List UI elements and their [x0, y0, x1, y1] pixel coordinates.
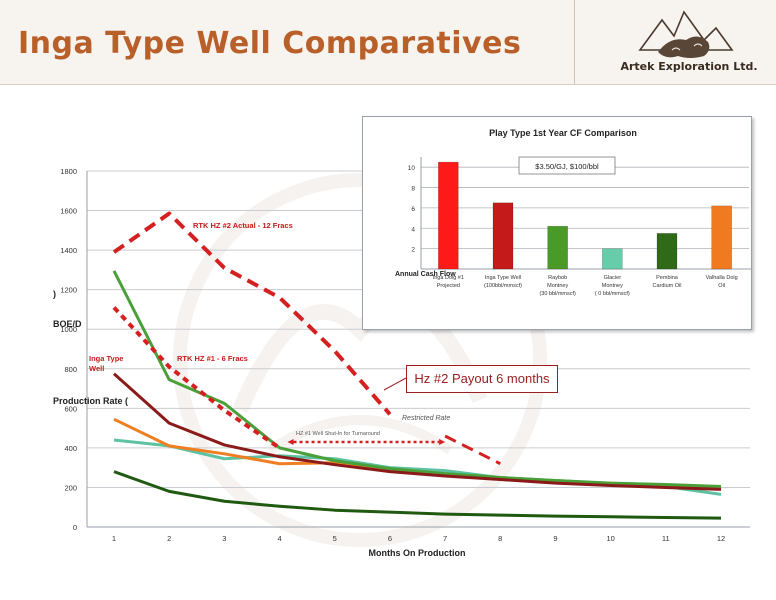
chart-axes: [86, 171, 750, 528]
restricted-rate-label: Restricted Rate: [402, 415, 450, 422]
inset-bar: [438, 161, 459, 270]
x-tick-label: 4: [277, 534, 281, 543]
x-tick-label: 2: [167, 534, 171, 543]
inset-category-label: Cardium Oil: [652, 283, 681, 289]
inset-bar: [547, 225, 568, 270]
x-axis-title: Months On Production: [369, 548, 466, 558]
inset-category-label: Inga Doig #1: [433, 275, 464, 281]
inset-category-label: Montney: [547, 283, 568, 289]
series-line: [112, 372, 722, 491]
y-tick-label: 1200: [60, 286, 77, 295]
inset-category-label: Inga Type Well: [485, 275, 521, 281]
inset-category-label: Projected: [437, 283, 460, 289]
series-line: [112, 211, 392, 416]
inset-category-label: Valhalla Doig: [706, 275, 738, 281]
mountain-bear-logo-icon: [638, 10, 734, 58]
inset-category-label: Raybob: [548, 275, 567, 281]
y-tick-label: 800: [64, 365, 77, 374]
y-tick-label: 200: [64, 483, 77, 492]
shut-in-arrow-head-right: [439, 438, 446, 445]
series-line: [113, 470, 722, 520]
x-tick-label: 8: [498, 534, 502, 543]
x-tick-label: 9: [553, 534, 557, 543]
callout-leader-line: [383, 377, 407, 391]
logo-text: Artek Exploration Ltd.: [620, 60, 758, 73]
inset-category-label: (100bbl/mmscf): [484, 283, 522, 289]
inset-category-label: Montney: [602, 283, 623, 289]
inset-chart-title: Play Type 1st Year CF Comparison: [489, 128, 637, 138]
annual-cf-label: Annual Cash Flow: [395, 271, 456, 278]
inset-subtitle-box: [518, 156, 616, 175]
inset-y-tick-label: 10: [408, 165, 416, 172]
inset-category-label: Oil: [718, 283, 725, 289]
x-tick-label: 11: [662, 534, 670, 543]
x-tick-label: 6: [388, 534, 392, 543]
header-divider: [574, 0, 575, 84]
payout-callout: Hz #2 Payout 6 months: [406, 365, 558, 393]
watermark-emblem-icon: [173, 173, 547, 547]
series-line: [444, 434, 501, 466]
series-line: [112, 270, 722, 488]
x-tick-label: 10: [606, 534, 614, 543]
cf-comparison-inset: Play Type 1st Year CF Comparison 2 4 6 8 10 …: [362, 116, 752, 330]
x-tick-label: 5: [333, 534, 337, 543]
inset-category-label: Glacier: [604, 275, 622, 281]
shut-in-arrow-head-left: [287, 438, 294, 445]
inset-category-label: Pembina: [656, 275, 679, 281]
y-tick-label: 1000: [60, 325, 77, 334]
x-tick-label: 1: [112, 534, 116, 543]
inset-bar: [656, 233, 678, 270]
inset-y-tick-label: 2: [411, 247, 415, 254]
shut-in-label: HZ #1 Well Shut-In for Turnaround: [296, 431, 380, 437]
inset-category-label: (30 bbl/mmscf): [539, 291, 576, 297]
type-well-label-line1: Inga Type: [89, 354, 123, 363]
y-tick-label: 600: [64, 404, 77, 413]
inset-bar: [602, 248, 623, 270]
y-tick-label: 1800: [60, 167, 77, 176]
y-axis-title-bracket: ): [53, 289, 56, 299]
x-tick-label: 12: [717, 534, 725, 543]
y-axis-title-text: Production Rate (: [53, 396, 128, 406]
y-tick-label: 400: [64, 444, 77, 453]
inset-y-tick-label: 6: [411, 206, 415, 213]
inset-bar: [492, 202, 514, 270]
slide-title: Inga Type Well Comparatives: [18, 26, 522, 61]
shut-in-arrow: [287, 438, 446, 445]
hz2-series-label: RTK HZ #2 Actual - 12 Fracs: [193, 221, 293, 230]
y-tick-label: 1400: [60, 246, 77, 255]
y-tick-label: 0: [73, 523, 77, 532]
inset-chart-subtitle: $3.50/GJ, $100/bbl: [535, 162, 599, 171]
company-logo: Artek Exploration Ltd.: [600, 6, 770, 82]
x-tick-label: 7: [443, 534, 447, 543]
inset-bar: [711, 205, 732, 270]
cf-comparison-chart: Play Type 1st Year CF Comparison 246810 …: [395, 128, 751, 297]
inset-y-tick-label: 4: [411, 226, 415, 233]
inset-y-tick-label: 8: [411, 186, 415, 193]
header-band: Inga Type Well Comparatives Artek Explor…: [0, 0, 776, 85]
y-axis-title-unit: BOE/D: [53, 319, 82, 329]
chart-series: [112, 211, 722, 520]
x-tick-label: 3: [222, 534, 226, 543]
type-well-label-line2: Well: [89, 364, 104, 373]
inset-category-label: ( 0 bbl/mmscf): [595, 291, 630, 297]
y-tick-label: 1600: [60, 207, 77, 216]
hz1-series-label: RTK HZ #1 - 6 Fracs: [177, 354, 248, 363]
